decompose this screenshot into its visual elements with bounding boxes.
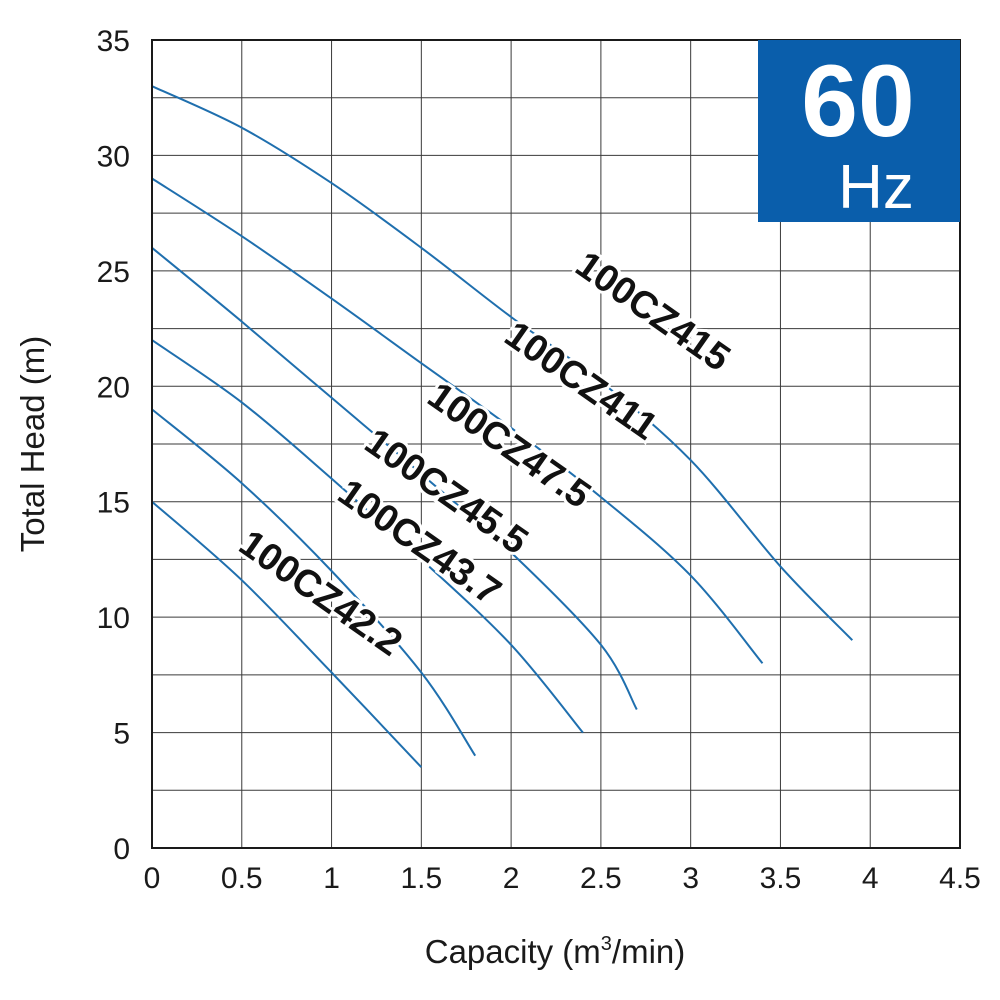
frequency-badge: 60 Hz [758,40,960,222]
curve-100cz415 [151,85,854,641]
plot-frame [151,39,961,849]
x-axis-label: Capacity (m3/min) [425,933,686,970]
curve-100cz47-5 [151,247,638,710]
y-tick-labels: 0 5 10 15 20 25 30 35 [97,25,130,866]
y-tick-label: 5 [113,718,130,751]
y-tick-label: 30 [97,140,130,173]
curve-100cz45-5 [151,339,584,734]
x-axis-label-main: Capacity (m [425,933,601,970]
x-tick-label: 2.5 [580,862,622,895]
x-tick-labels: 0 0.5 1 1.5 2 2.5 3 3.5 4 4.5 [144,862,981,895]
x-tick-label: 1 [323,862,340,895]
frequency-value: 60 [801,44,914,158]
curves [151,85,854,768]
y-tick-label: 10 [97,602,130,635]
curve-100cz411 [151,177,764,664]
y-tick-label: 0 [113,833,130,866]
curve-100cz43-7 [151,408,477,757]
x-tick-label: 3.5 [760,862,802,895]
frequency-unit: Hz [838,153,914,222]
x-tick-label: 1.5 [400,862,442,895]
x-tick-label: 3 [682,862,699,895]
curve-100cz42-2 [151,500,423,768]
x-tick-label: 0.5 [221,862,263,895]
frequency-badge-background [758,40,960,222]
x-axis-label-tail: /min) [612,933,685,970]
x-tick-label: 4 [862,862,879,895]
x-axis-label-superscript: 3 [601,933,612,955]
y-tick-label: 20 [97,371,130,404]
x-tick-label: 0 [144,862,161,895]
y-tick-label: 35 [97,25,130,58]
y-tick-label: 25 [97,256,130,289]
y-axis-label: Total Head (m) [14,336,51,552]
y-tick-label: 15 [97,487,130,520]
x-tick-label: 4.5 [939,862,981,895]
x-tick-label: 2 [503,862,520,895]
